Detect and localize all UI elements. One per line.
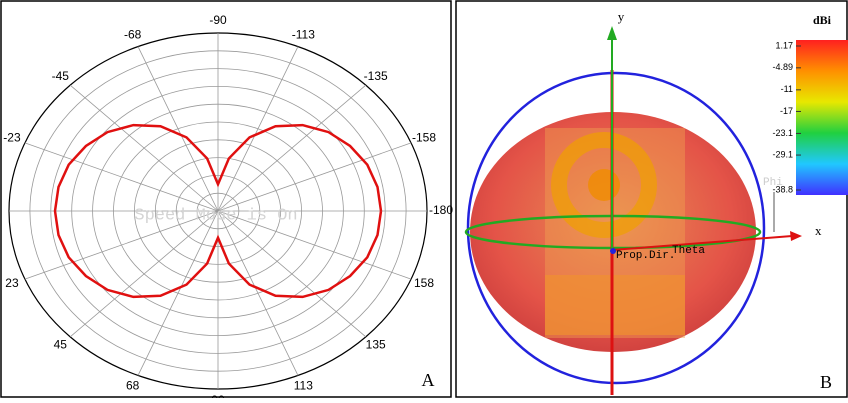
angle-tick-label: 45 [54, 338, 68, 352]
angle-tick-label: -68 [124, 28, 142, 42]
angle-tick-label: 158 [414, 276, 434, 290]
figure: 023456890113135158-180-158-135-113-90-68… [0, 0, 848, 398]
angle-tick-label: -180 [429, 203, 453, 217]
colorbar-tick-label: -4.89 [772, 62, 793, 72]
panel-label: B [820, 372, 832, 392]
angle-tick-label: -113 [292, 28, 315, 42]
angle-tick-label: 113 [294, 379, 313, 393]
axis-label-x: x [815, 223, 822, 238]
angle-tick-label: -45 [52, 69, 70, 83]
colorbar-tick-label: 1.17 [775, 40, 793, 50]
ring-core [588, 169, 620, 201]
prop-dir-label: Prop.Dir. [616, 250, 675, 262]
angle-tick-label: 23 [5, 276, 19, 290]
axis-label-y: y [618, 9, 625, 24]
angle-tick-label: 135 [366, 338, 386, 352]
angle-tick-label: 68 [126, 379, 140, 393]
colorbar [796, 40, 848, 195]
angle-tick-label: -135 [364, 69, 388, 83]
watermark: Speed Mode is On [134, 206, 297, 225]
colorbar-tick-label: -23.1 [772, 128, 793, 138]
colorbar-title: dBi [813, 13, 832, 27]
angle-tick-label: -90 [209, 13, 227, 27]
angle-tick-label: 90 [211, 393, 225, 398]
colorbar-tick-label: -11 [781, 84, 793, 94]
angle-tick-label: -158 [412, 130, 436, 144]
panel-label: A [422, 370, 435, 390]
colorbar-tick-label: -29.1 [772, 149, 793, 159]
angle-tick-label: -23 [3, 130, 21, 144]
patch-low [545, 275, 685, 335]
colorbar-tick-label: -17 [780, 106, 793, 116]
theta-label: Theta [672, 245, 705, 257]
colorbar-tick-label: -38.8 [772, 184, 793, 194]
